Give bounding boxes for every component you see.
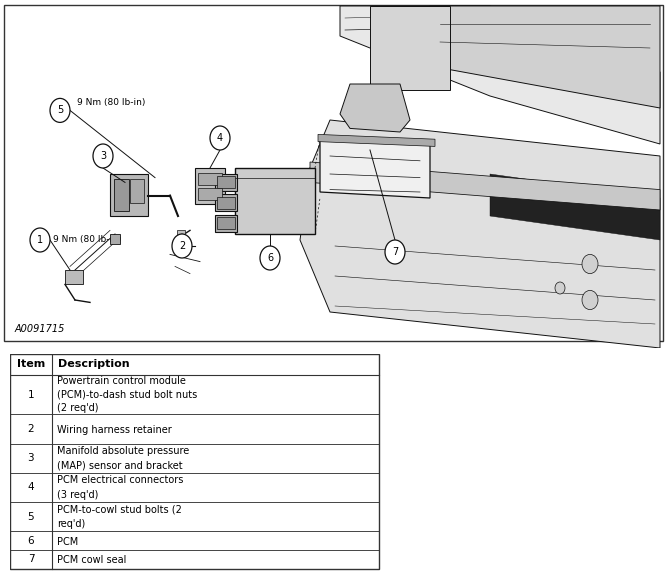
Bar — [195, 168, 225, 204]
Polygon shape — [370, 6, 450, 90]
Bar — [215, 194, 237, 211]
Polygon shape — [490, 174, 660, 240]
Text: (2 req'd): (2 req'd) — [57, 403, 98, 413]
Bar — [110, 234, 120, 244]
Bar — [65, 270, 83, 284]
Circle shape — [385, 240, 405, 264]
Circle shape — [210, 126, 230, 150]
Text: 3: 3 — [27, 453, 34, 463]
Text: PCM: PCM — [57, 536, 78, 546]
Text: 2: 2 — [27, 424, 34, 434]
Text: PCM electrical connectors: PCM electrical connectors — [57, 475, 183, 485]
Circle shape — [50, 99, 70, 122]
Bar — [130, 179, 144, 203]
Bar — [235, 168, 315, 234]
Text: Powertrain control module: Powertrain control module — [57, 376, 186, 386]
Text: (PCM)-to-dash stud bolt nuts: (PCM)-to-dash stud bolt nuts — [57, 390, 197, 400]
Circle shape — [260, 246, 280, 270]
Text: 9 Nm (80 lb-in): 9 Nm (80 lb-in) — [77, 98, 146, 107]
Text: 3: 3 — [100, 151, 106, 161]
Bar — [110, 174, 148, 216]
Circle shape — [582, 255, 598, 274]
Text: 5: 5 — [57, 106, 63, 115]
Bar — [198, 188, 222, 201]
Bar — [198, 173, 222, 185]
Text: Wiring harness retainer: Wiring harness retainer — [57, 425, 172, 436]
Text: (MAP) sensor and bracket: (MAP) sensor and bracket — [57, 461, 182, 470]
Polygon shape — [310, 162, 660, 210]
Text: 7: 7 — [27, 554, 34, 564]
Text: 5: 5 — [27, 512, 34, 521]
Text: Description: Description — [58, 359, 130, 369]
Text: 6: 6 — [267, 253, 273, 263]
Bar — [217, 217, 235, 229]
Bar — [217, 197, 235, 209]
Polygon shape — [320, 138, 430, 198]
Text: 9 Nm (80 lb-in): 9 Nm (80 lb-in) — [53, 234, 122, 244]
Circle shape — [582, 291, 598, 310]
Polygon shape — [340, 84, 410, 132]
Text: 7: 7 — [392, 247, 398, 257]
Text: 4: 4 — [217, 133, 223, 143]
Text: req'd): req'd) — [57, 519, 85, 529]
Polygon shape — [430, 6, 660, 108]
Text: A0091715: A0091715 — [15, 324, 65, 334]
Circle shape — [93, 144, 113, 168]
Text: (3 req'd): (3 req'd) — [57, 490, 98, 500]
Text: Item: Item — [17, 359, 45, 369]
Text: 1: 1 — [27, 390, 34, 400]
Polygon shape — [300, 120, 660, 348]
Text: 1: 1 — [37, 235, 43, 245]
Circle shape — [555, 282, 565, 294]
Bar — [215, 174, 237, 191]
Bar — [114, 179, 129, 211]
Polygon shape — [340, 6, 660, 144]
Circle shape — [30, 228, 50, 252]
Text: Manifold absolute pressure: Manifold absolute pressure — [57, 446, 189, 456]
Text: 6: 6 — [27, 536, 34, 546]
Text: 4: 4 — [27, 483, 34, 492]
Bar — [177, 230, 185, 247]
Bar — [217, 176, 235, 188]
Bar — [215, 215, 237, 231]
Text: PCM cowl seal: PCM cowl seal — [57, 556, 126, 566]
Polygon shape — [318, 135, 435, 146]
Text: 2: 2 — [179, 241, 185, 251]
Circle shape — [172, 234, 192, 258]
Text: PCM-to-cowl stud bolts (2: PCM-to-cowl stud bolts (2 — [57, 505, 182, 514]
